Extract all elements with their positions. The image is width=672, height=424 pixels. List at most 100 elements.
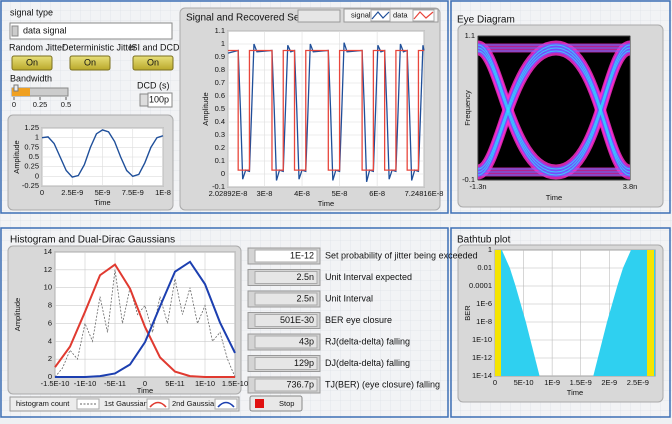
x-tick-label: 3.8n [623,182,638,191]
y-tick-label: 0.0001 [469,281,492,290]
y-tick-label: 1.1 [465,31,475,40]
legend-label: 1st Gaussian [104,399,148,408]
x-tick-label: -5E-11 [104,379,126,388]
legend-label: histogram count [16,399,70,408]
y-tick-label: 0.75 [24,142,39,151]
y-tick-label: 0 [221,169,225,178]
numeric-value: 100p [149,94,169,104]
indicator-value: 129p [294,358,314,368]
toggle-label: ISI and DCD [129,42,180,52]
y-tick-label: 0.01 [477,263,492,272]
y-tick-label: 0.6 [215,91,225,100]
y-tick-label: 0.5 [29,152,39,161]
y-tick-label: 1E-8 [476,317,492,326]
indicator-value: 1E-12 [290,250,314,260]
y-tick-label: -0.25 [22,181,39,190]
x-axis-label: Time [567,388,583,397]
slider-tick-label: 0.5 [61,100,71,109]
y-tick-label: 0.9 [215,52,225,61]
y-tick-label: 0.2 [215,143,225,152]
y-tick-label: 1E-14 [472,371,492,380]
x-tick-label: -1.5E-10 [41,379,70,388]
y-tick-label: 1 [488,245,492,254]
legend-label: 2nd Gaussian [172,399,218,408]
x-tick-label: 5E-8 [332,189,348,198]
y-tick-label: 14 [44,247,52,256]
y-tick-label: 0.7 [215,78,225,87]
x-tick-label: 2.02892E-8 [209,189,248,198]
control-label: signal type [10,7,53,17]
bathtub-edge [495,250,501,376]
chart-title: Eye Diagram [457,15,515,26]
toggle-label: Deterministic Jitter [62,42,136,52]
x-tick-label: 0 [493,378,497,387]
y-tick-label: 4 [48,336,52,345]
indicator-label: BER eye closure [325,315,392,325]
y-tick-label: 1E-12 [472,353,492,362]
x-tick-label: 5E-11 [165,379,184,388]
x-axis-label: Time [94,198,110,207]
x-tick-label: 0 [40,188,44,197]
y-tick-label: 1E-6 [476,299,492,308]
x-tick-label: 2.5E-9 [627,378,649,387]
x-axis-label: Time [137,386,153,395]
legend-swatch [147,399,169,409]
y-axis-label: BER [463,305,472,321]
y-tick-label: 1.25 [24,123,39,132]
indicator-value: 501E-30 [280,315,314,325]
control-label: Bandwidth [10,73,52,83]
x-tick-label: 5E-9 [95,188,111,197]
x-axis-label: Time [546,193,562,202]
x-tick-label: 1.5E-10 [222,379,248,388]
y-axis-label: Amplitude [12,140,21,173]
x-tick-label: 5E-10 [514,378,534,387]
x-tick-label: 2.5E-9 [61,188,83,197]
y-tick-label: 10 [44,283,52,292]
y-tick-label: 0 [35,171,39,180]
dropdown-value: data signal [23,25,67,35]
y-tick-label: 1E-10 [472,335,492,344]
toggle-state: On [84,57,96,67]
x-tick-label: 7.24816E-8 [405,189,444,198]
y-tick-label: 0.25 [24,162,39,171]
x-axis-label: Time [318,199,334,208]
indicator-label: Set probability of jitter being exceeded [325,250,478,260]
numeric-increment[interactable] [140,94,148,106]
y-tick-label: 2 [48,354,52,363]
x-tick-label: 6E-8 [369,189,385,198]
indicator-value: 2.5n [296,293,314,303]
indicator-value: 2.5n [296,272,314,282]
toggle-label: Random Jitter [9,42,65,52]
indicator-value: 43p [299,336,314,346]
dropdown-arrow [12,26,18,36]
bathtub-edge [647,250,654,376]
stop-icon [255,399,264,408]
y-tick-label: 1.1 [215,26,225,35]
control-label: DCD (s) [137,80,170,90]
y-tick-label: 8 [48,301,52,310]
toggle-group: Random Jitter Deterministic Jitter ISI a… [9,42,180,70]
y-axis-label: Amplitude [13,298,22,331]
legend-swatch [215,399,237,409]
legend-label: signal [351,10,371,19]
toggle-state: On [147,57,159,67]
y-tick-label: 12 [44,265,52,274]
x-tick-label: 4E-8 [294,189,310,198]
button-label: Stop [279,399,294,408]
slider-thumb[interactable] [14,85,18,91]
x-tick-label: 1E-8 [155,188,171,197]
x-tick-label: 1.5E-9 [570,378,592,387]
x-tick-label: 7.5E-9 [122,188,144,197]
y-tick-label: 6 [48,318,52,327]
y-tick-label: 0.4 [215,117,225,126]
graph-palette[interactable] [298,10,340,22]
y-tick-label: 1 [35,133,39,142]
y-axis-label: Frequency [463,90,472,126]
indicator-label: DJ(delta-delta) falling [325,358,410,368]
x-tick-label: 2E-9 [601,378,617,387]
indicator-label: Unit Interval expected [325,272,412,282]
x-tick-label: -1.3n [469,182,486,191]
y-tick-label: 1 [221,39,225,48]
x-tick-label: -1E-10 [74,379,97,388]
